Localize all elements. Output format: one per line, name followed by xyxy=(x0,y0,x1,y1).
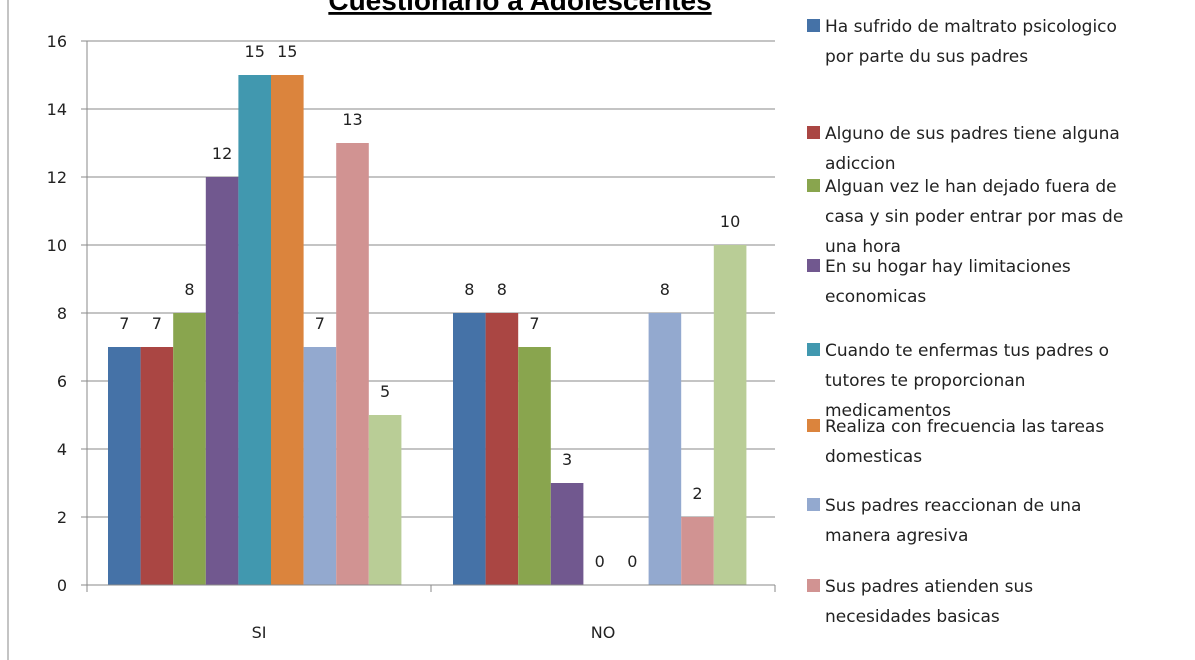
data-label: 15 xyxy=(277,42,297,61)
bar xyxy=(140,347,174,585)
legend-label: Sus padres reaccionan de una xyxy=(825,496,1081,516)
data-label: 2 xyxy=(692,484,702,503)
y-tick-label: 10 xyxy=(47,236,67,255)
y-tick-label: 12 xyxy=(47,168,67,187)
legend-label: Alguan vez le han dejado fuera de xyxy=(825,177,1117,197)
data-label: 8 xyxy=(497,280,507,299)
data-label: 12 xyxy=(212,144,232,163)
data-label: 8 xyxy=(464,280,474,299)
data-label: 3 xyxy=(562,450,572,469)
bar xyxy=(550,483,584,585)
data-label: 8 xyxy=(184,280,194,299)
legend-label: por parte du sus padres xyxy=(825,47,1028,67)
x-category-label: NO xyxy=(591,623,616,642)
legend-label: En su hogar hay limitaciones xyxy=(825,257,1071,277)
bars-group xyxy=(108,75,747,585)
data-label: 7 xyxy=(152,314,162,333)
y-tick-label: 14 xyxy=(47,100,67,119)
y-tick-label: 16 xyxy=(47,32,67,51)
y-tick-label: 2 xyxy=(57,508,67,527)
legend-label: tutores te proporcionan xyxy=(825,371,1025,391)
legend-label: Ha sufrido de maltrato psicologico xyxy=(825,17,1117,37)
bar xyxy=(271,75,304,585)
legend-label: Sus padres atienden sus xyxy=(825,577,1033,597)
legend-label: Alguno de sus padres tiene alguna xyxy=(825,124,1120,144)
x-category-label: SI xyxy=(252,623,267,642)
legend-label: una hora xyxy=(825,237,901,257)
chart-title-group: Cuestionario a Adolescentes xyxy=(328,0,711,16)
bar xyxy=(518,347,551,585)
legend-swatch xyxy=(807,419,820,432)
bar xyxy=(108,347,141,585)
bar xyxy=(681,517,714,585)
y-tick-label: 0 xyxy=(57,576,67,595)
y-tick-label: 4 xyxy=(57,440,67,459)
bar xyxy=(648,313,682,585)
data-label: 0 xyxy=(627,552,637,571)
bar xyxy=(485,313,519,585)
legend-swatch xyxy=(807,179,820,192)
chart-title: Cuestionario a Adolescentes xyxy=(328,0,711,16)
legend-swatch xyxy=(807,19,820,32)
bar xyxy=(336,143,369,585)
y-tick-label: 8 xyxy=(57,304,67,323)
bar xyxy=(173,313,206,585)
legend-label: medicamentos xyxy=(825,401,951,421)
data-label: 7 xyxy=(315,314,325,333)
legend-label: domesticas xyxy=(825,447,922,467)
bar xyxy=(368,415,402,585)
legend-label: adiccion xyxy=(825,154,896,174)
data-label: 10 xyxy=(720,212,740,231)
data-label: 8 xyxy=(660,280,670,299)
bar xyxy=(713,245,747,585)
legend-label: economicas xyxy=(825,287,926,307)
data-label: 7 xyxy=(119,314,129,333)
data-label: 0 xyxy=(595,552,605,571)
legend-swatch xyxy=(807,126,820,139)
legend-label: casa y sin poder entrar por mas de xyxy=(825,207,1123,227)
legend-swatch xyxy=(807,579,820,592)
legend-label: Cuando te enfermas tus padres o xyxy=(825,341,1109,361)
data-labels: 7 7 8 12 15 15 7 13 5 8 8 7 3 0 0 8 2 10 xyxy=(119,42,740,571)
bar xyxy=(238,75,271,585)
bar xyxy=(453,313,486,585)
data-label: 13 xyxy=(342,110,362,129)
legend-swatch xyxy=(807,498,820,511)
legend-label: manera agresiva xyxy=(825,526,968,546)
legend-swatch xyxy=(807,343,820,356)
data-label: 5 xyxy=(380,382,390,401)
legend-label: Realiza con frecuencia las tareas xyxy=(825,417,1104,437)
legend: Ha sufrido de maltrato psicologico por pa… xyxy=(807,17,1123,627)
data-label: 15 xyxy=(245,42,265,61)
y-tick-label: 6 xyxy=(57,372,67,391)
legend-swatch xyxy=(807,259,820,272)
axes: 0 2 4 6 8 10 12 14 16 SI NO xyxy=(47,32,776,642)
data-label: 7 xyxy=(529,314,539,333)
bar xyxy=(303,347,337,585)
legend-label: necesidades basicas xyxy=(825,607,1000,627)
bar xyxy=(205,177,239,585)
